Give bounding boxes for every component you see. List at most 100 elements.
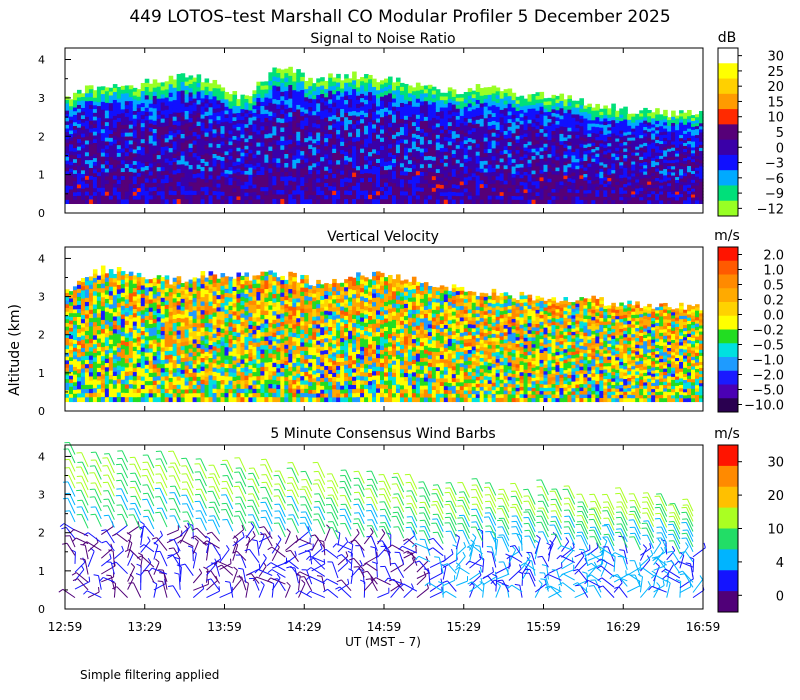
heatmap-cell — [503, 127, 509, 132]
heatmap-cell — [643, 152, 648, 157]
heatmap-cell — [687, 197, 692, 201]
heatmap-cell — [451, 188, 457, 193]
heatmap-cell — [308, 136, 313, 142]
heatmap-cell — [136, 180, 142, 185]
heatmap-cell — [65, 189, 70, 194]
heatmap-cell — [467, 184, 473, 189]
heatmap-cell — [92, 150, 98, 155]
heatmap-cell — [300, 85, 305, 91]
heatmap-cell — [395, 98, 401, 104]
heatmap-cell — [583, 160, 588, 165]
heatmap-cell — [435, 176, 441, 182]
heatmap-cell — [65, 192, 70, 197]
heatmap-cell — [455, 156, 461, 161]
heatmap-cell — [308, 153, 313, 158]
heatmap-cell — [184, 153, 190, 158]
heatmap-cell — [136, 188, 142, 193]
heatmap-cell — [256, 175, 261, 180]
heatmap-cell — [120, 191, 126, 197]
heatmap-cell — [443, 96, 449, 101]
heatmap-cell — [336, 125, 341, 131]
heatmap-cell — [212, 166, 218, 172]
heatmap-cell — [204, 157, 210, 163]
heatmap-cell — [451, 131, 457, 136]
heatmap-cell — [216, 179, 222, 185]
heatmap-cell — [308, 144, 313, 150]
heatmap-cell — [160, 195, 166, 200]
heatmap-cell — [543, 154, 549, 159]
heatmap-cell — [232, 113, 238, 118]
heatmap-cell — [547, 136, 553, 141]
heatmap-cell — [348, 161, 353, 167]
heatmap-cell — [65, 315, 70, 320]
heatmap-cell — [112, 131, 118, 137]
heatmap-cell — [332, 94, 337, 100]
heatmap-cell — [65, 375, 70, 380]
heatmap-cell — [328, 142, 333, 148]
heatmap-cell — [184, 157, 190, 162]
heatmap-cell — [439, 144, 445, 149]
heatmap-cell — [124, 144, 130, 149]
heatmap-cell — [244, 131, 250, 136]
heatmap-cell — [76, 312, 82, 318]
heatmap-cell — [308, 102, 313, 108]
heatmap-cell — [332, 90, 337, 95]
heatmap-cell — [599, 197, 604, 201]
heatmap-cell — [515, 164, 521, 169]
heatmap-cell — [236, 161, 242, 166]
heatmap-cell — [100, 94, 106, 99]
heatmap-cell — [372, 95, 377, 101]
heatmap-cell — [176, 134, 182, 140]
heatmap-cell — [124, 128, 130, 134]
heatmap-cell — [360, 131, 365, 137]
heatmap-cell — [216, 151, 222, 157]
heatmap-cell — [184, 81, 190, 87]
heatmap-cell — [384, 157, 389, 163]
heatmap-cell — [140, 199, 146, 204]
heatmap-cell — [200, 199, 206, 205]
heatmap-cell — [156, 183, 162, 188]
heatmap-cell — [691, 191, 696, 196]
heatmap-cell — [200, 163, 206, 168]
heatmap-cell — [435, 153, 441, 159]
heatmap-cell — [639, 144, 644, 149]
heatmap-cell — [112, 155, 118, 161]
heatmap-cell — [523, 102, 529, 107]
heatmap-cell — [503, 150, 509, 155]
heatmap-cell — [691, 171, 696, 175]
heatmap-cell — [100, 176, 106, 181]
heatmap-cell — [643, 174, 648, 179]
heatmap-cell — [100, 164, 106, 169]
heatmap-cell — [88, 112, 94, 118]
heatmap-cell — [96, 152, 102, 158]
heatmap-cell — [443, 159, 449, 164]
heatmap-cell — [455, 116, 461, 121]
heatmap-cell — [288, 198, 293, 204]
heatmap-cell — [567, 95, 573, 100]
heatmap-cell — [320, 144, 325, 150]
heatmap-cell — [212, 145, 218, 151]
heatmap-cell — [659, 200, 664, 205]
heatmap-cell — [455, 174, 461, 179]
heatmap-cell — [96, 199, 102, 204]
heatmap-cell — [611, 116, 616, 121]
heatmap-cell — [180, 147, 186, 152]
heatmap-cell — [272, 189, 277, 195]
heatmap-cell — [683, 161, 688, 165]
heatmap-cell — [88, 199, 94, 205]
heatmap-cell — [391, 195, 397, 200]
heatmap-cell — [487, 133, 493, 139]
heatmap-cell — [511, 196, 517, 201]
heatmap-cell — [591, 184, 596, 189]
heatmap-cell — [344, 100, 349, 105]
heatmap-cell — [595, 186, 600, 191]
heatmap-cell — [607, 108, 612, 113]
heatmap-cell — [503, 111, 509, 117]
heatmap-cell — [356, 186, 361, 192]
heatmap-cell — [360, 140, 365, 146]
heatmap-cell — [65, 103, 70, 108]
heatmap-cell — [384, 132, 389, 138]
heatmap-cell — [300, 168, 305, 174]
heatmap-cell — [411, 110, 417, 116]
